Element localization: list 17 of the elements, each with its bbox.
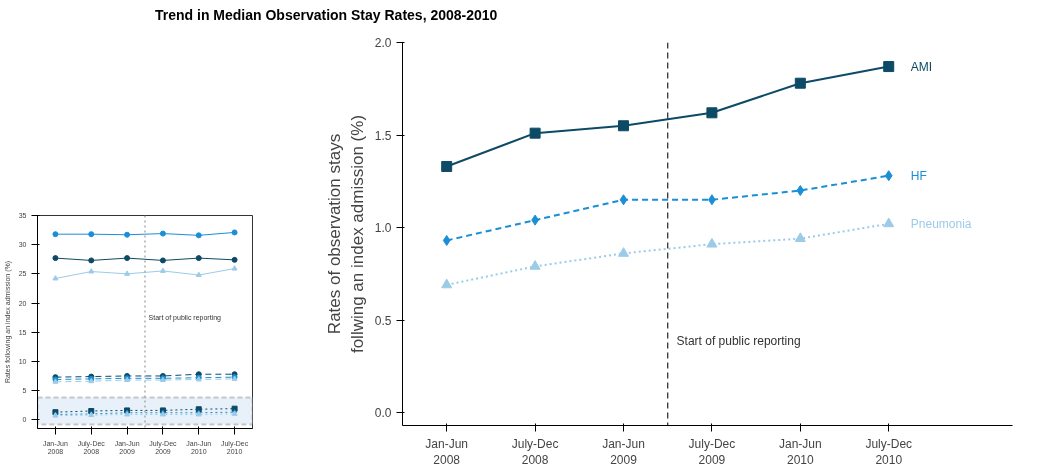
x-tick-label: Jan-Jun 2008 — [425, 436, 469, 468]
annotation: Start of public reporting — [676, 334, 801, 349]
series-label: Pneumonia — [910, 216, 972, 231]
x-tick-label: Jan-Jun 2010 — [778, 436, 822, 468]
y-tick-label: 1.0 — [374, 221, 392, 236]
x-tick-label: July-Dec 2008 — [511, 436, 559, 468]
y-tick-label: 0.5 — [374, 313, 392, 328]
x-tick-label: Jan-Jun 2009 — [602, 436, 645, 468]
y-tick-label: 0.0 — [374, 406, 392, 421]
y-tick-label: 1.5 — [374, 128, 392, 143]
series-label: AMI — [910, 59, 933, 74]
series-label: HF — [910, 168, 927, 183]
y-tick-label: 2.0 — [374, 36, 392, 50]
y-axis-title: Rates of observation stays follwing an index admission (%) — [325, 114, 367, 354]
text: Trend in Median Observation Stay Rates, 2008-2010 — [155, 6, 498, 25]
x-tick-label: July-Dec 2010 — [865, 436, 913, 468]
x-tick-label: July-Dec 2009 — [688, 436, 736, 468]
